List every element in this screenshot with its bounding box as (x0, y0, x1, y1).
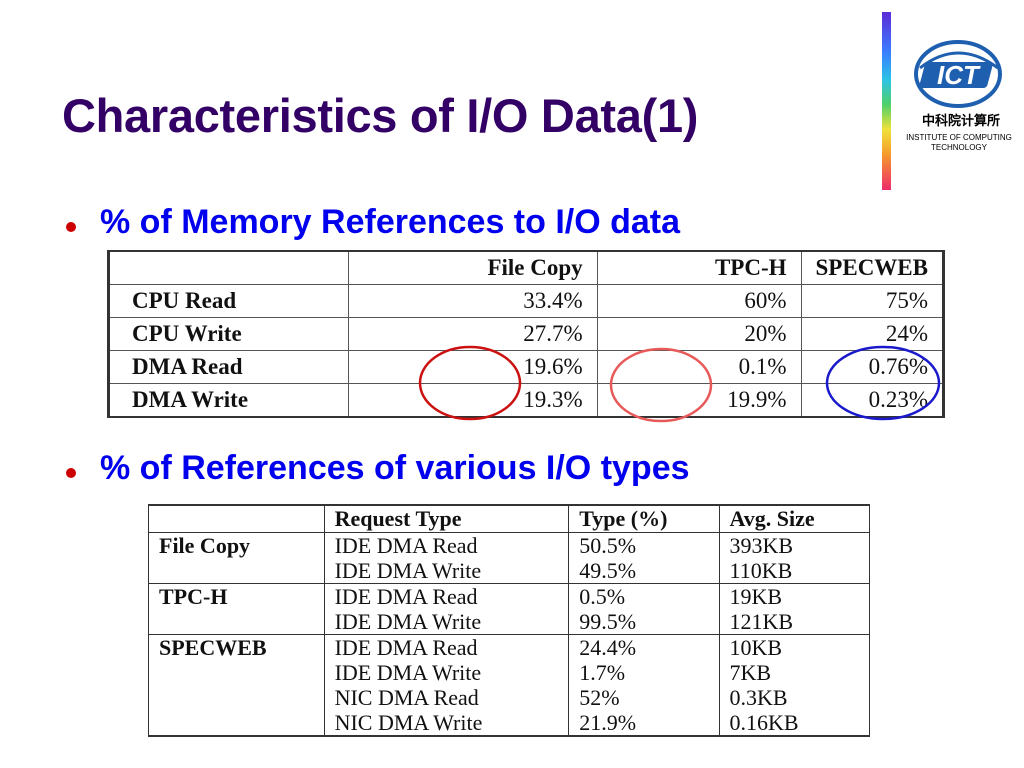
table-cell: 21.9% (568, 710, 720, 736)
table-cell: IDE DMA Write (323, 660, 570, 685)
table-cell: IDE DMA Write (323, 558, 570, 584)
table-cell: 0.23% (800, 383, 946, 418)
table-header-row: File Copy TPC-H SPECWEB (107, 250, 946, 285)
table-row: DMA Read 19.6% 0.1% 0.76% (107, 350, 946, 384)
table-cell: 33.4% (347, 284, 598, 318)
bullet-memory-references: % of Memory References to I/O data (100, 203, 681, 241)
table-header-cell (148, 505, 325, 533)
logo-chinese-name: 中科院计算所 (921, 114, 1000, 129)
table-row: NIC DMA Write 21.9% 0.16KB (148, 710, 871, 736)
logo-english-name: INSTITUTE OF COMPUTING TECHNOLOGY (906, 133, 1012, 152)
table-cell: 10KB (718, 634, 871, 660)
ict-logo-icon: ICT (914, 40, 1002, 108)
table-cell: 99.5% (568, 609, 720, 635)
bullet-dot-icon (66, 222, 76, 232)
table-cell: 0.3KB (718, 685, 871, 710)
table-cell: 60% (596, 284, 802, 318)
svg-text:ICT: ICT (937, 60, 981, 90)
table-cell: NIC DMA Write (323, 710, 570, 736)
table-cell: 7KB (718, 660, 871, 685)
table-cell: 0.5% (568, 583, 720, 609)
table-cell: IDE DMA Read (323, 532, 570, 558)
table-row: NIC DMA Read 52% 0.3KB (148, 685, 871, 710)
table-cell: 121KB (718, 609, 871, 635)
table-row: IDE DMA Write 1.7% 7KB (148, 660, 871, 685)
rainbow-divider-bar (882, 12, 891, 190)
table-row: File Copy IDE DMA Read 50.5% 393KB (148, 532, 871, 558)
table-header-cell: File Copy (347, 250, 598, 285)
table-cell: 19KB (718, 583, 871, 609)
table-row: IDE DMA Write 49.5% 110KB (148, 558, 871, 584)
workload-group-file-copy: File Copy IDE DMA Read 50.5% 393KB IDE D… (148, 532, 871, 584)
table-cell: 19.3% (347, 383, 598, 418)
table-header-cell: SPECWEB (800, 250, 946, 285)
table-cell: 75% (800, 284, 946, 318)
table-cell: IDE DMA Write (323, 609, 570, 635)
table-cell: 110KB (718, 558, 871, 584)
workload-label: TPC-H (148, 583, 325, 609)
table-header-cell: Type (%) (568, 505, 720, 533)
table-cell: 27.7% (347, 317, 598, 351)
table-row: IDE DMA Write 99.5% 121KB (148, 609, 871, 635)
table-row: SPECWEB IDE DMA Read 24.4% 10KB (148, 634, 871, 660)
table-row: CPU Write 27.7% 20% 24% (107, 317, 946, 351)
table-cell: 24% (800, 317, 946, 351)
memory-references-table: File Copy TPC-H SPECWEB CPU Read 33.4% 6… (107, 250, 946, 418)
table-cell: 50.5% (568, 532, 720, 558)
table-cell: 1.7% (568, 660, 720, 685)
table-cell: 0.16KB (718, 710, 871, 736)
table-row: CPU Read 33.4% 60% 75% (107, 284, 946, 318)
io-types-table: Request Type Type (%) Avg. Size File Cop… (148, 504, 871, 737)
workload-label: SPECWEB (148, 634, 325, 660)
table-cell: 52% (568, 685, 720, 710)
workload-group-tpc-h: TPC-H IDE DMA Read 0.5% 19KB IDE DMA Wri… (148, 583, 871, 635)
table-cell: 19.9% (596, 383, 802, 418)
table-cell: 24.4% (568, 634, 720, 660)
table-cell: 49.5% (568, 558, 720, 584)
table-row: TPC-H IDE DMA Read 0.5% 19KB (148, 583, 871, 609)
table-cell: 0.76% (800, 350, 946, 384)
table-header-cell: TPC-H (596, 250, 802, 285)
table-cell: IDE DMA Read (323, 634, 570, 660)
table-cell: 20% (596, 317, 802, 351)
bullet-io-types: % of References of various I/O types (100, 449, 690, 487)
table-header-cell: Avg. Size (718, 505, 871, 533)
bullet-dot-icon (66, 468, 76, 478)
table-row: DMA Write 19.3% 19.9% 0.23% (107, 383, 946, 418)
table-header-row: Request Type Type (%) Avg. Size (148, 505, 871, 533)
row-label: CPU Write (107, 317, 349, 351)
table-cell: IDE DMA Read (323, 583, 570, 609)
row-label: DMA Write (107, 383, 349, 418)
table-header-cell: Request Type (323, 505, 570, 533)
workload-group-specweb: SPECWEB IDE DMA Read 24.4% 10KB IDE DMA … (148, 634, 871, 736)
table-header-cell (107, 250, 349, 285)
slide-title: Characteristics of I/O Data(1) (62, 89, 699, 142)
workload-label: File Copy (148, 532, 325, 558)
row-label: CPU Read (107, 284, 349, 318)
table-cell: 19.6% (347, 350, 598, 384)
row-label: DMA Read (107, 350, 349, 384)
table-cell: 393KB (718, 532, 871, 558)
table-cell: 0.1% (596, 350, 802, 384)
table-cell: NIC DMA Read (323, 685, 570, 710)
